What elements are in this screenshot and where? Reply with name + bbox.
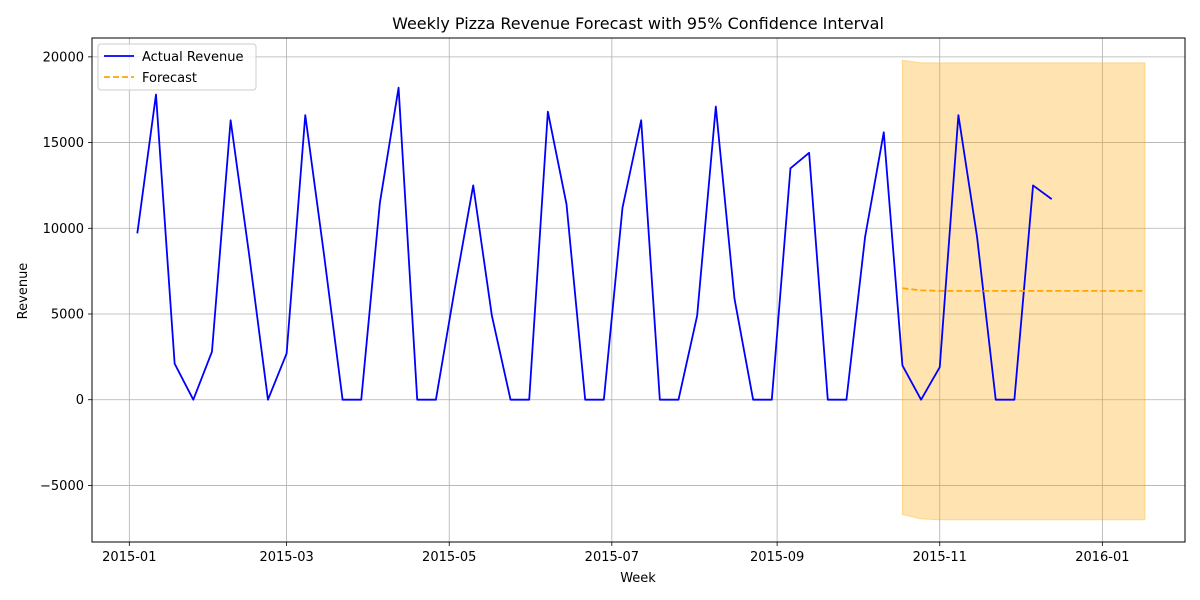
x-tick-label: 2015-07 (585, 550, 639, 565)
series-lines (136, 86, 1146, 401)
y-tick-label: 0 (76, 393, 84, 408)
plot-frame (91, 37, 1186, 543)
x-tick-label: 2015-03 (259, 550, 313, 565)
x-tick-label: 2015-01 (102, 550, 156, 565)
actual-revenue-line (136, 86, 1053, 401)
x-tick-label: 2015-09 (750, 550, 804, 565)
chart-title: Weekly Pizza Revenue Forecast with 95% C… (392, 14, 884, 33)
x-axis-label: Week (620, 571, 656, 586)
forecast-line (902, 287, 1146, 292)
y-tick-label: 10000 (43, 222, 84, 237)
y-tick-label: −5000 (40, 479, 84, 494)
x-axis-ticks: 2015-01 2015-03 2015-05 2015-07 2015-09 2015-… (102, 542, 1130, 565)
legend-box (97, 43, 257, 91)
y-tick-label: 5000 (51, 308, 84, 323)
y-axis-ticks: −5000 0 5000 10000 15000 20000 (40, 50, 92, 494)
x-tick-label: 2016-01 (1075, 550, 1129, 565)
y-axis-label: Revenue (16, 263, 31, 320)
x-tick-label: 2015-11 (913, 550, 967, 565)
legend-label-forecast: Forecast (142, 71, 197, 86)
legend-label-actual: Actual Revenue (142, 50, 243, 65)
y-tick-label: 15000 (43, 136, 84, 151)
x-tick-label: 2015-05 (422, 550, 476, 565)
y-tick-label: 20000 (43, 50, 84, 65)
legend: Actual Revenue Forecast (97, 43, 257, 91)
